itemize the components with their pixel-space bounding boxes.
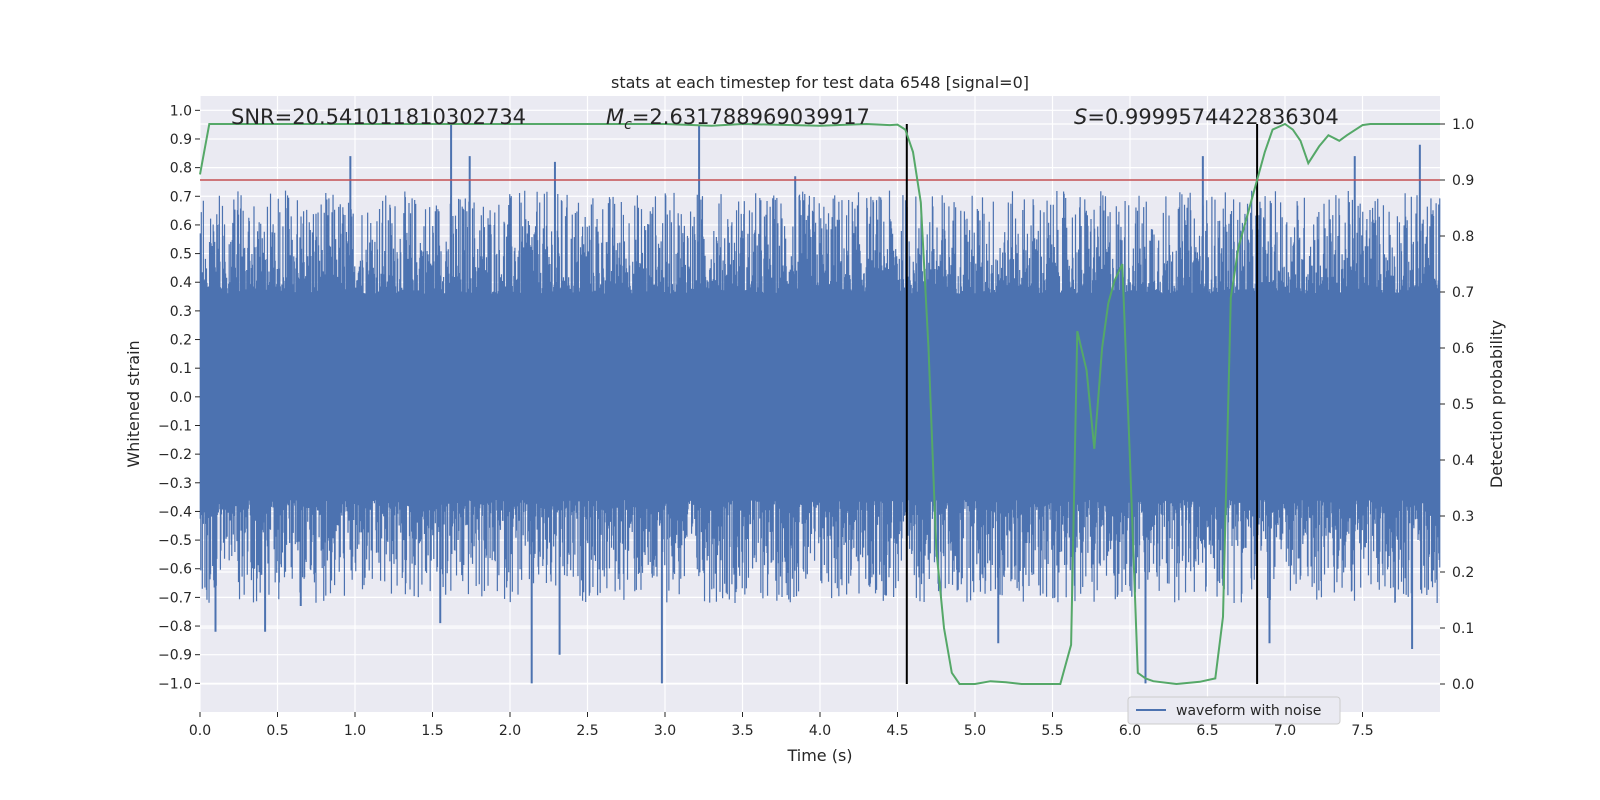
y-right-tick-label-5: 0.5 bbox=[1452, 397, 1474, 413]
vertical-markers bbox=[905, 124, 1259, 684]
x-tick-label-15: 7.5 bbox=[1351, 723, 1373, 739]
legend-box bbox=[1127, 696, 1341, 725]
y-right-tick-label-9: 0.1 bbox=[1452, 621, 1474, 637]
legend: waveform with noise bbox=[1127, 696, 1341, 725]
snr-annotation: SNR=20.541011810302734 bbox=[231, 105, 526, 129]
chirp-mass-value: =2.631788969039917 bbox=[632, 105, 870, 129]
chirp-mass-subscript: c bbox=[624, 117, 632, 133]
x-tick-label-14: 7.0 bbox=[1274, 723, 1296, 739]
y-left-tick-label-6: 0.4 bbox=[170, 275, 192, 291]
x-tick-label-7: 3.5 bbox=[731, 723, 753, 739]
x-tick-label-11: 5.5 bbox=[1041, 723, 1063, 739]
chirp-mass-symbol: M bbox=[606, 105, 624, 129]
x-tick-label-10: 5.0 bbox=[964, 723, 986, 739]
score-annotation: S=0.9999574422836304 bbox=[1074, 105, 1339, 129]
y-left-tick-label-17: −0.7 bbox=[158, 590, 192, 606]
y-right-tick-label-7: 0.3 bbox=[1452, 509, 1474, 525]
y-left-axis-label: Whitened strain bbox=[124, 340, 143, 467]
y-left-tick-label-1: 0.9 bbox=[170, 132, 192, 148]
y-left-tick-label-15: −0.5 bbox=[158, 533, 192, 549]
y-left-tick-label-9: 0.1 bbox=[170, 361, 192, 377]
y-left-tick-label-12: −0.2 bbox=[158, 447, 192, 463]
detection-probability-series bbox=[199, 122, 1440, 686]
y-right-tick-label-2: 0.8 bbox=[1452, 229, 1474, 245]
y-right-tick-label-10: 0.0 bbox=[1452, 677, 1474, 693]
y-left-tick-label-14: −0.4 bbox=[158, 504, 192, 520]
score-symbol: S bbox=[1074, 105, 1087, 129]
y-left-tick-label-5: 0.5 bbox=[170, 247, 192, 263]
x-tick-label-6: 3.0 bbox=[654, 723, 676, 739]
x-tick-label-3: 1.5 bbox=[421, 723, 443, 739]
y-left-tick-label-18: −0.8 bbox=[158, 619, 192, 635]
y-left-tick-label-4: 0.6 bbox=[170, 218, 192, 234]
y-left-tick-label-13: −0.3 bbox=[158, 476, 192, 492]
y-right-axis-ticks: 1.0 0.9 0.8 0.7 0.6 0.5 0.4 0.3 0.2 0.1 0.0 bbox=[1440, 117, 1474, 693]
y-right-tick-label-4: 0.6 bbox=[1452, 341, 1474, 357]
y-right-tick-label-3: 0.7 bbox=[1452, 285, 1474, 301]
waveform-series bbox=[199, 124, 1441, 684]
x-tick-label-0: 0.0 bbox=[189, 723, 211, 739]
y-left-tick-label-19: −0.9 bbox=[158, 648, 192, 664]
x-tick-label-13: 6.5 bbox=[1196, 723, 1218, 739]
y-left-tick-label-8: 0.2 bbox=[170, 333, 192, 349]
y-right-tick-label-8: 0.2 bbox=[1452, 565, 1474, 581]
x-axis-label: Time (s) bbox=[786, 746, 852, 765]
x-tick-label-2: 1.0 bbox=[344, 723, 366, 739]
y-right-tick-label-1: 0.9 bbox=[1452, 173, 1474, 189]
x-tick-label-9: 4.5 bbox=[886, 723, 908, 739]
score-value: =0.9999574422836304 bbox=[1087, 105, 1338, 129]
chirp-mass-annotation: Mc=2.631788969039917 bbox=[606, 105, 870, 133]
y-left-tick-label-2: 0.8 bbox=[170, 161, 192, 177]
y-right-tick-label-6: 0.4 bbox=[1452, 453, 1474, 469]
y-left-tick-label-11: −0.1 bbox=[158, 418, 192, 434]
y-left-axis-ticks: 1.0 0.9 0.8 0.7 0.6 0.5 0.4 0.3 0.2 0.1 0.0 −0.1 −0.… bbox=[158, 103, 200, 692]
legend-entry-waveform: waveform with noise bbox=[1176, 703, 1321, 719]
waveform-noise bbox=[199, 190, 1441, 603]
y-right-tick-label-0: 1.0 bbox=[1452, 117, 1474, 133]
x-tick-label-1: 0.5 bbox=[266, 723, 288, 739]
y-left-tick-label-0: 1.0 bbox=[170, 103, 192, 119]
x-tick-label-12: 6.0 bbox=[1119, 723, 1141, 739]
detection-probability-line bbox=[199, 122, 1440, 686]
y-right-axis-label: Detection probability bbox=[1487, 320, 1506, 488]
x-tick-label-5: 2.5 bbox=[576, 723, 598, 739]
y-left-tick-label-7: 0.3 bbox=[170, 304, 192, 320]
y-left-tick-label-3: 0.7 bbox=[170, 189, 192, 205]
y-left-tick-label-20: −1.0 bbox=[158, 676, 192, 692]
x-tick-label-8: 4.0 bbox=[809, 723, 831, 739]
chart-title: stats at each timestep for test data 654… bbox=[611, 73, 1029, 92]
y-left-tick-label-16: −0.6 bbox=[158, 562, 192, 578]
x-tick-label-4: 2.0 bbox=[499, 723, 521, 739]
y-left-tick-label-10: 0.0 bbox=[170, 390, 192, 406]
